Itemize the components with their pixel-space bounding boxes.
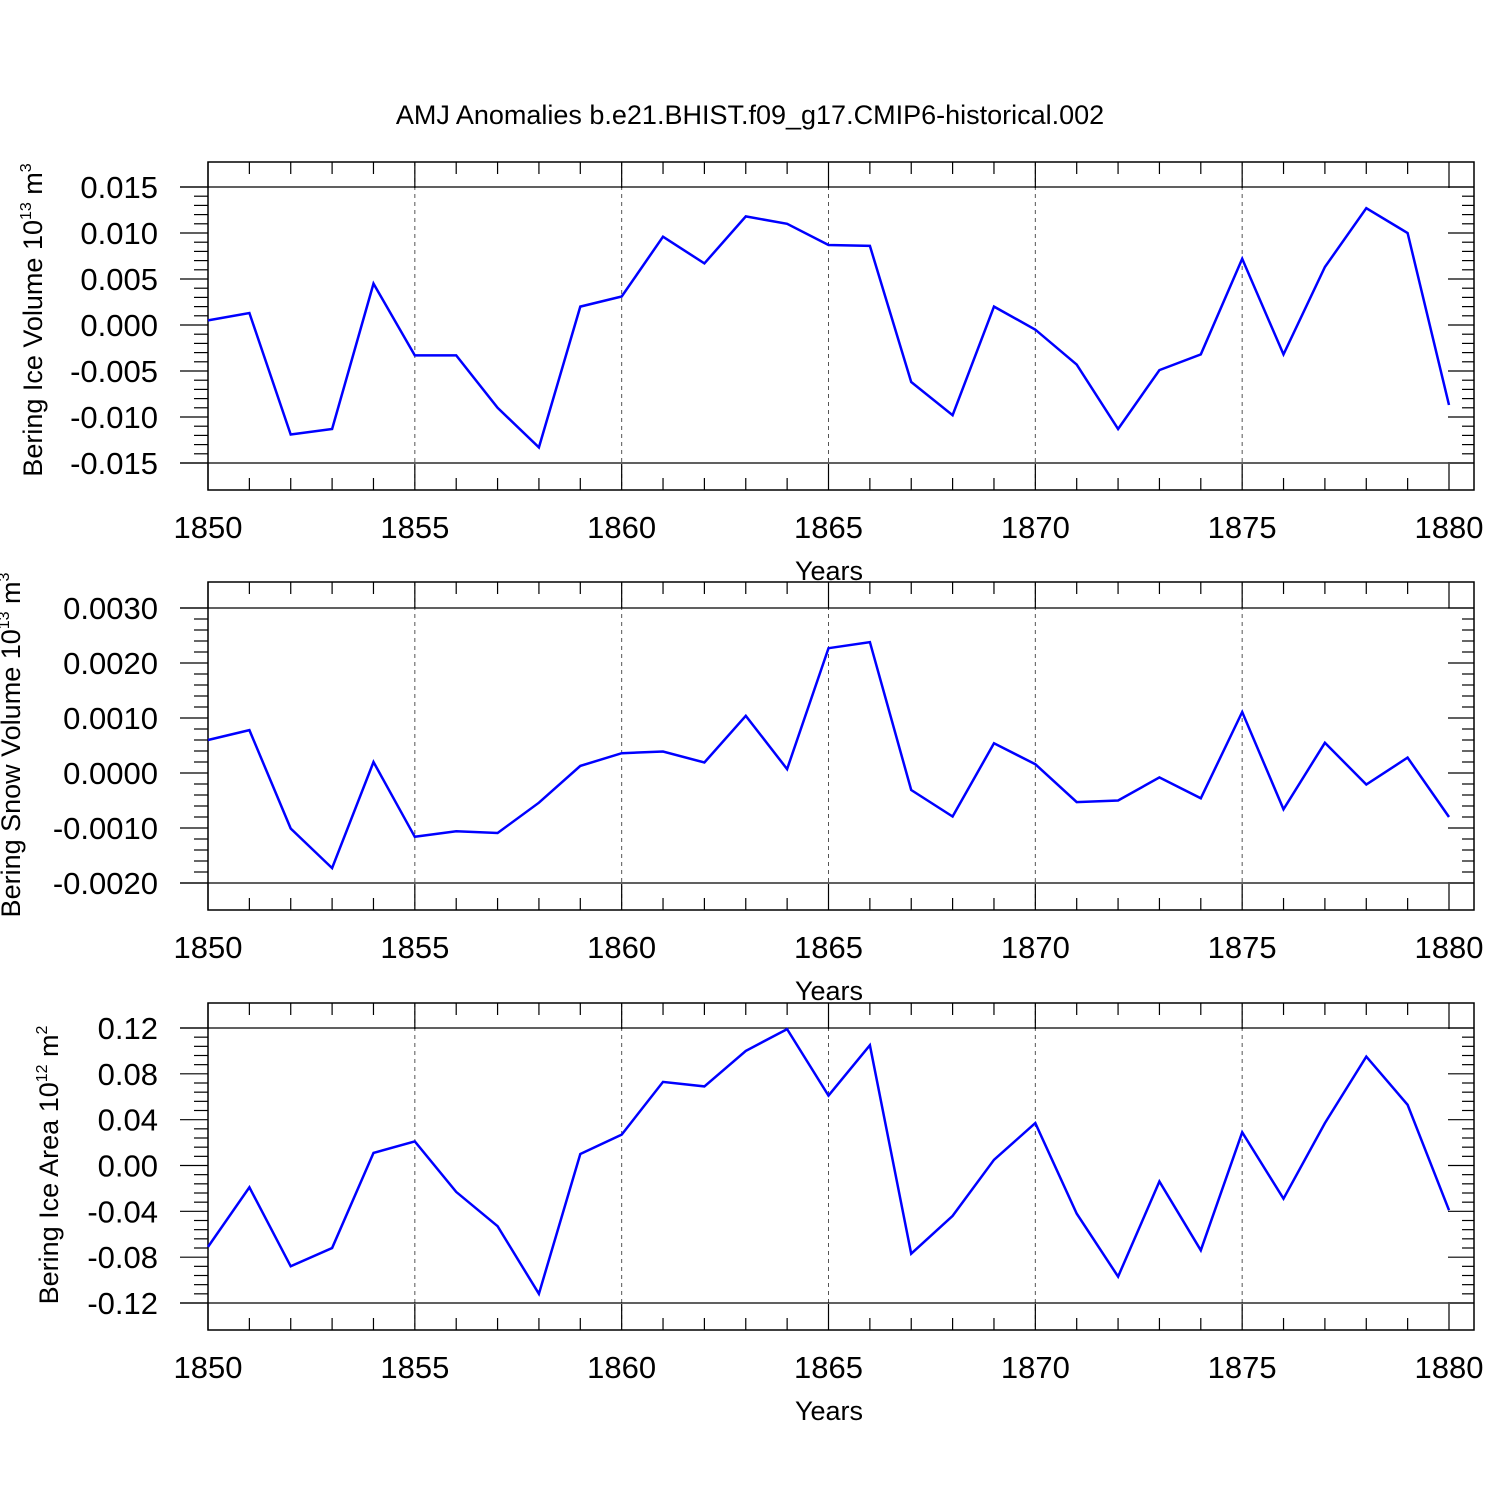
y-tick-label: 0.12 <box>98 1011 158 1046</box>
x-tick-label: 1850 <box>174 1350 243 1385</box>
x-tick-label: 1875 <box>1208 510 1277 545</box>
x-axis-label: Years <box>795 1396 863 1426</box>
plot-frame <box>207 581 1475 911</box>
y-tick-label: 0.04 <box>98 1103 158 1138</box>
panel-2: 1850 1855 1860 1865 1870 1875 1880 Years 0.0030 0… <box>0 572 1483 1006</box>
x-tick-label: 1870 <box>1001 930 1070 965</box>
y-tick-label: 0.010 <box>80 216 158 251</box>
y-tick-label: -0.0010 <box>53 811 158 846</box>
y-tick-label: 0.00 <box>98 1149 158 1184</box>
x-tick-label: 1850 <box>174 510 243 545</box>
x-tick-label: 1870 <box>1001 510 1070 545</box>
series-line <box>206 1027 1451 1297</box>
y-tick-label: 0.0010 <box>63 701 158 736</box>
series-line <box>207 206 1451 450</box>
y-tick-label: 0.015 <box>80 170 158 205</box>
y-tick-label: -0.12 <box>87 1286 158 1321</box>
panel-1: 1850 1855 1860 1865 1870 1875 1880 Years 0.015 0.… <box>18 161 1484 586</box>
x-axis-label: Years <box>795 556 863 586</box>
x-tick-label: 1850 <box>174 930 243 965</box>
panels: 1850 1855 1860 1865 1870 1875 1880 Years 0.015 0.… <box>0 161 1484 1426</box>
y-tick-label: -0.015 <box>70 446 158 481</box>
plot-frame <box>207 1002 1475 1331</box>
y-tick-label: 0.0020 <box>63 646 158 681</box>
series-line <box>207 640 1451 871</box>
y-axis-label: Bering Snow Volume 1013 m3 <box>0 572 26 917</box>
x-tick-label: 1880 <box>1415 930 1484 965</box>
plot-frame <box>207 161 1475 491</box>
y-tick-label: 0.005 <box>80 262 158 297</box>
x-tick-label: 1865 <box>794 510 863 545</box>
x-tick-label: 1870 <box>1001 1350 1070 1385</box>
x-tick-label: 1865 <box>794 1350 863 1385</box>
x-tick-label: 1865 <box>794 930 863 965</box>
x-tick-label: 1875 <box>1208 1350 1277 1385</box>
panel-3: 1850 1855 1860 1865 1870 1875 1880 Years 0.12 0.0… <box>34 1002 1484 1426</box>
x-tick-label: 1880 <box>1415 1350 1484 1385</box>
y-tick-label: -0.005 <box>70 354 158 389</box>
y-tick-label: 0.0000 <box>63 756 158 791</box>
x-tick-label: 1880 <box>1415 510 1484 545</box>
y-tick-label: 0.0030 <box>63 591 158 626</box>
y-tick-label: -0.0020 <box>53 866 158 901</box>
y-tick-label: -0.04 <box>87 1194 158 1229</box>
y-tick-label: -0.08 <box>87 1240 158 1275</box>
x-tick-label: 1860 <box>587 1350 656 1385</box>
x-tick-label: 1875 <box>1208 930 1277 965</box>
y-axis-label: Bering Ice Volume 1013 m3 <box>18 163 48 476</box>
y-tick-label: 0.000 <box>80 308 158 343</box>
x-tick-label: 1860 <box>587 930 656 965</box>
x-tick-label: 1855 <box>380 930 449 965</box>
x-tick-label: 1860 <box>587 510 656 545</box>
y-tick-label: -0.010 <box>70 400 158 435</box>
y-tick-label: 0.08 <box>98 1057 158 1092</box>
x-tick-label: 1855 <box>380 1350 449 1385</box>
x-axis-label: Years <box>795 976 863 1006</box>
y-axis-label: Bering Ice Area 1012 m2 <box>34 1025 64 1304</box>
x-tick-label: 1855 <box>380 510 449 545</box>
chart-title: AMJ Anomalies b.e21.BHIST.f09_g17.CMIP6-… <box>396 100 1104 130</box>
